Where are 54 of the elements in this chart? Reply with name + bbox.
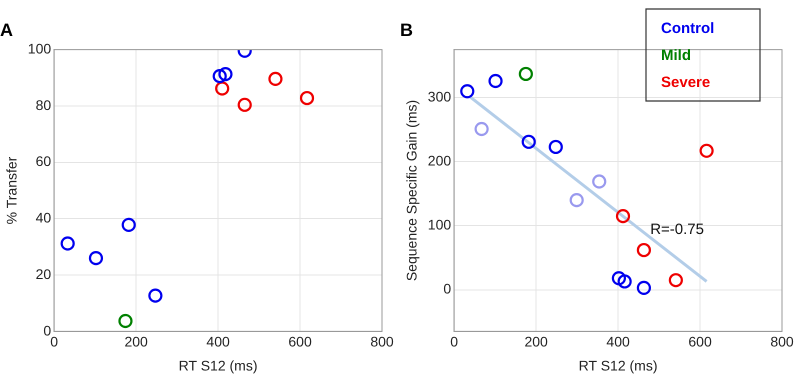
point xyxy=(636,242,651,258)
point xyxy=(699,144,714,158)
point xyxy=(618,274,632,289)
point xyxy=(592,174,606,189)
text: Control xyxy=(661,20,714,38)
point xyxy=(636,280,651,295)
point xyxy=(238,98,252,112)
text: Mild xyxy=(661,47,691,64)
y-tick-label: 300 xyxy=(428,88,452,104)
point xyxy=(612,271,626,286)
point xyxy=(215,81,230,96)
point xyxy=(60,236,75,251)
point xyxy=(518,66,533,82)
x-tick-label: 800 xyxy=(770,334,794,350)
point xyxy=(616,209,630,224)
point xyxy=(668,273,683,288)
point xyxy=(268,72,283,86)
y-axis-title: % Transfer xyxy=(3,156,20,224)
point xyxy=(118,314,133,328)
y-tick-label: 60 xyxy=(36,153,52,170)
point xyxy=(122,218,136,232)
point xyxy=(570,193,584,208)
chart-title: A xyxy=(0,20,13,40)
y-tick-label: 0 xyxy=(43,322,52,338)
annotation: R=-0.75 xyxy=(650,221,704,238)
point xyxy=(460,84,474,98)
y-tick-label: 80 xyxy=(36,96,52,113)
x-axis-title: RT S12 (ms) xyxy=(178,357,258,374)
y-tick-label: 0 xyxy=(443,280,452,297)
point xyxy=(548,140,563,154)
x-tick-label: 600 xyxy=(688,334,712,350)
x-tick-label: 800 xyxy=(370,334,394,350)
chart-title: B xyxy=(400,20,413,40)
point xyxy=(88,251,104,266)
x-tick-label: 200 xyxy=(524,334,548,350)
point xyxy=(522,134,536,149)
y-tick-label: 40 xyxy=(36,210,52,226)
x-tick-label: 400 xyxy=(606,334,630,350)
y-tick-label: 100 xyxy=(28,40,52,56)
point xyxy=(218,67,233,82)
text: Severe xyxy=(661,74,710,92)
point xyxy=(300,90,314,106)
y-tick-label: 20 xyxy=(36,266,52,282)
point xyxy=(212,68,227,84)
x-tick-label: 400 xyxy=(206,334,230,350)
y-tick-label: 200 xyxy=(428,152,452,169)
point xyxy=(148,288,162,303)
point xyxy=(488,74,503,88)
y-tick-label: 100 xyxy=(428,216,452,233)
point xyxy=(474,122,489,136)
x-tick-label: 200 xyxy=(124,334,148,350)
y-axis-title: Sequence Specific Gain (ms) xyxy=(403,100,420,282)
x-tick-label: 600 xyxy=(288,334,312,350)
x-axis-title: RT S12 (ms) xyxy=(578,357,658,374)
